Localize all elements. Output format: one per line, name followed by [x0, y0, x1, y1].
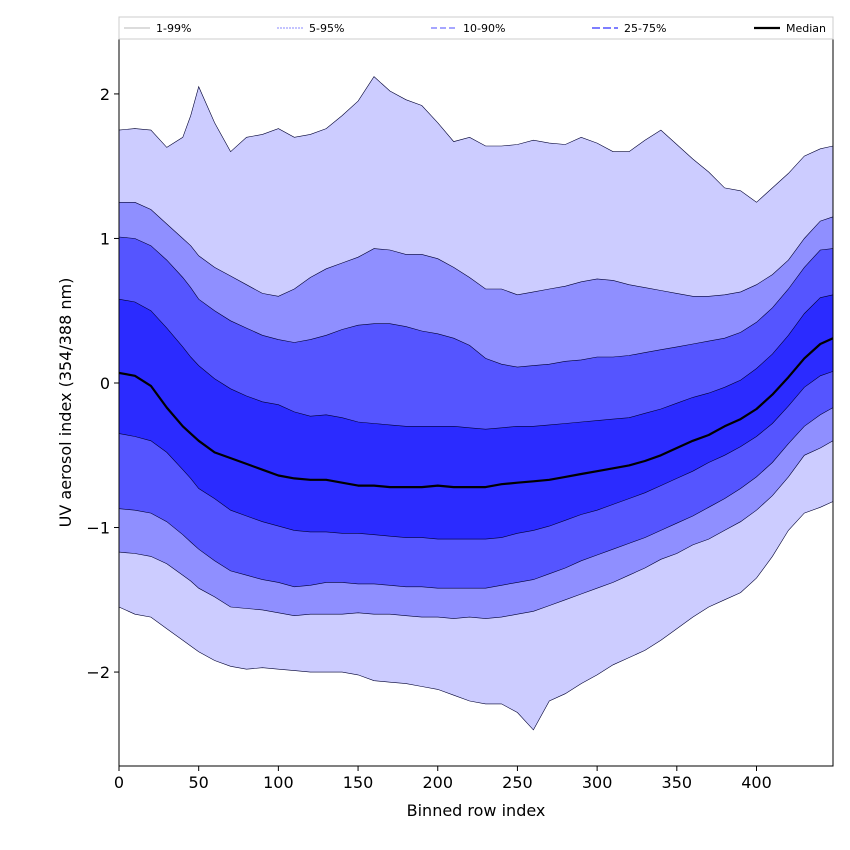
band-upper-edge [118, 294, 834, 430]
legend-label: Median [786, 22, 826, 35]
x-tick-label: 400 [741, 773, 772, 792]
band-upper-edge [118, 76, 834, 203]
percentile-bands [118, 76, 834, 731]
legend-label: 5-95% [309, 22, 344, 35]
x-tick-label: 100 [263, 773, 294, 792]
x-axis: 0 50 100 150 200 250 300 350 400 [114, 766, 772, 792]
x-tick-label: 0 [114, 773, 124, 792]
median-line [118, 337, 834, 489]
legend-label: 1-99% [156, 22, 191, 35]
x-tick-label: 250 [502, 773, 533, 792]
y-tick-label: −2 [86, 663, 110, 682]
y-tick-label: 2 [100, 85, 110, 104]
x-tick-label: 150 [343, 773, 374, 792]
legend-label: 10-90% [463, 22, 505, 35]
band-lower-edge [118, 501, 834, 731]
legend: 1-99% 5-95% 10-90% 25-75% Median [118, 16, 834, 40]
median-layer [118, 337, 834, 489]
legend-label: 25-75% [624, 22, 666, 35]
band-upper-edge [118, 236, 834, 368]
y-axis: −2 −1 0 1 2 [86, 85, 119, 682]
y-tick-label: 1 [100, 229, 110, 248]
y-tick-label: 0 [100, 374, 110, 393]
band-lower-edge [118, 407, 834, 589]
x-axis-label: Binned row index [407, 801, 546, 820]
band-upper-edge [119, 202, 834, 297]
legend-box [118, 16, 834, 40]
x-tick-label: 200 [422, 773, 453, 792]
x-tick-label: 300 [582, 773, 613, 792]
x-tick-label: 350 [662, 773, 693, 792]
x-tick-label: 50 [189, 773, 209, 792]
band-lower-edge [118, 371, 834, 540]
band-lower-edge [118, 440, 834, 619]
y-tick-label: −1 [86, 519, 110, 538]
y-axis-label: UV aerosol index (354/388 nm) [56, 278, 75, 528]
